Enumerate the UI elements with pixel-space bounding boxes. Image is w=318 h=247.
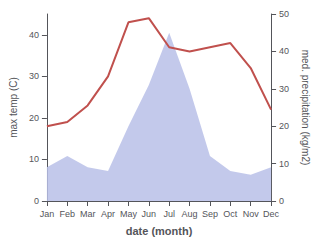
svg-text:May: May — [120, 209, 138, 219]
svg-text:Jun: Jun — [142, 209, 157, 219]
svg-text:0: 0 — [34, 196, 39, 206]
svg-text:Sep: Sep — [202, 209, 218, 219]
svg-text:Jul: Jul — [163, 209, 175, 219]
svg-text:Dec: Dec — [263, 209, 280, 219]
svg-text:Aug: Aug — [182, 209, 198, 219]
svg-text:Apr: Apr — [101, 209, 115, 219]
svg-text:Mar: Mar — [80, 209, 96, 219]
svg-text:40: 40 — [29, 30, 39, 40]
svg-text:30: 30 — [29, 71, 39, 81]
svg-text:50: 50 — [279, 9, 289, 19]
svg-text:Feb: Feb — [60, 209, 76, 219]
svg-text:20: 20 — [29, 113, 39, 123]
svg-text:10: 10 — [29, 154, 39, 164]
svg-text:Nov: Nov — [243, 209, 260, 219]
svg-text:10: 10 — [279, 159, 289, 169]
svg-text:40: 40 — [279, 46, 289, 56]
svg-text:max temp (C): max temp (C) — [8, 77, 19, 138]
svg-text:30: 30 — [279, 84, 289, 94]
svg-text:20: 20 — [279, 121, 289, 131]
svg-text:Oct: Oct — [223, 209, 238, 219]
svg-text:0: 0 — [279, 196, 284, 206]
svg-text:date (month): date (month) — [126, 225, 193, 237]
svg-text:med. precipitation (kg/m2): med. precipitation (kg/m2) — [300, 50, 311, 166]
svg-text:Jan: Jan — [40, 209, 55, 219]
